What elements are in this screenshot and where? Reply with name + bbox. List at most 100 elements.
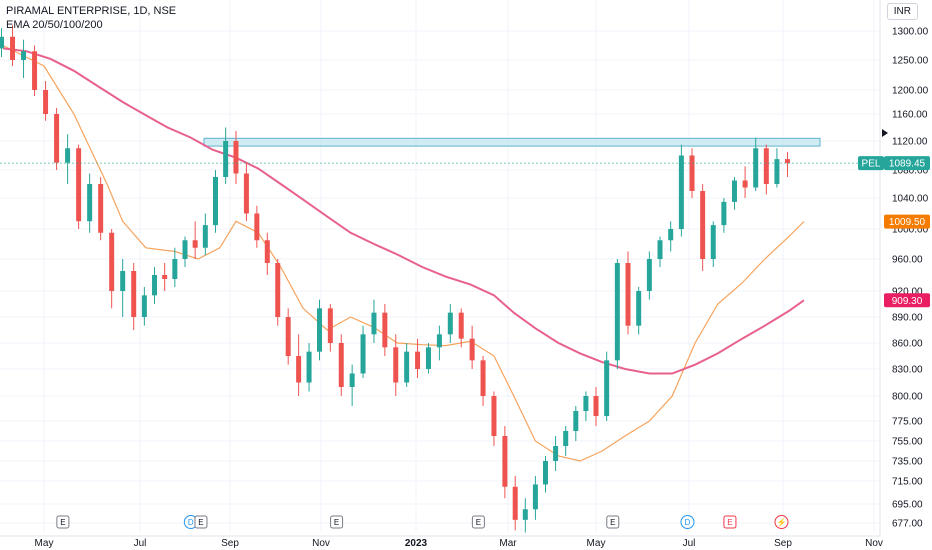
chart-grid [0,0,880,532]
candle-body [522,509,528,520]
event-earnings: E [606,515,620,529]
candle-body [502,436,508,487]
earnings-marker [471,515,485,529]
price-tick-label: 1300.00 [892,27,929,38]
price-tick-label: 715.00 [892,477,923,488]
candle-up [172,247,178,287]
candle-down [415,338,421,378]
candle-body [689,155,695,191]
candle-body [543,461,549,485]
events-layer: E D E E E E D E ⚡ [56,515,789,529]
candle-down [502,426,508,499]
candle-body [317,308,323,352]
candle-body [774,159,780,184]
earnings-label: E [727,518,732,527]
candle-body [382,312,388,348]
indicator-title[interactable]: EMA 20/50/100/200 [6,19,103,31]
candle-down [109,229,115,309]
time-tick-label: May [35,538,54,549]
candle-body [76,148,82,222]
candle-body [393,347,399,383]
resistance-zone-layer [203,137,821,147]
candle-down [512,476,518,531]
candle-body [212,177,218,226]
candle-body [65,148,71,163]
symbol-chip [858,156,884,171]
candle-down [98,177,104,241]
ema-price-badge [884,293,930,308]
event-dividend: D [183,515,198,529]
dividend-marker [680,515,695,529]
price-tick-label: 695.00 [892,500,923,511]
candle-body [285,317,291,356]
dividend-label: D [685,518,691,527]
candle-body [264,240,270,263]
candle-body [131,271,137,317]
earnings-marker [606,515,620,529]
candle-body [425,347,431,369]
candle-down [338,334,344,396]
candle-body [141,295,147,317]
candle-down [689,148,695,198]
candle-body [710,225,716,259]
candle-body [646,259,652,291]
candle-down [162,263,168,291]
candle-up [317,299,323,361]
price-tick-label: 677.00 [892,519,923,530]
price-tick-label: 1120.00 [892,137,928,148]
ema-line-ema-20 [2,44,805,462]
candle-up [774,148,780,188]
chart-legend: PIRAMAL ENTERPRISE, 1D, NSE EMA 20/50/10… [6,4,176,32]
symbol-title[interactable]: PIRAMAL ENTERPRISE, 1D, NSE [6,5,177,17]
candle-body [172,259,178,279]
candle-body [573,411,579,431]
candle-body [360,334,366,374]
candle-up [543,456,549,493]
candle-body [223,141,229,177]
candle-body [296,356,302,383]
candle-down [480,356,486,406]
candle-body [415,351,421,369]
event-earnings: E [194,515,208,529]
candle-body [700,191,706,259]
symbol-chip-label: PEL [862,159,881,170]
price-tick-label: 735.00 [892,457,923,468]
candle-body [98,184,104,233]
candle-body [192,240,198,248]
time-axis: May Jul Sep Nov 2023 Mar May Jul Sep Nov [0,535,883,549]
time-tick-label: May [587,538,606,549]
time-tick-label: Sep [221,538,239,549]
candle-up [563,426,569,456]
time-tick-label: Jul [683,538,696,549]
candle-body [436,334,442,348]
candle-down [192,221,198,259]
candle-body [21,51,27,60]
candle-down [784,151,790,177]
candle-body [109,232,115,291]
candle-up [614,259,620,369]
candle-up [371,299,377,343]
candle-body [10,36,16,60]
candle-body [721,201,727,226]
ema-price-badge [884,214,930,229]
currency-button[interactable]: INR [886,3,918,20]
price-tick-label: 1250.00 [892,56,929,67]
candle-body [480,360,486,396]
candle-up [152,267,158,304]
candle-down [700,184,706,271]
candle-body [731,180,737,202]
candle-up [212,170,218,233]
candle-body [604,360,610,416]
time-tick-label: Jul [134,538,147,549]
ema-layer [2,44,805,462]
candle-up [573,406,579,441]
candle-body [614,263,620,361]
price-tick-label: 1000.00 [892,225,929,236]
candle-up [731,177,737,210]
candle-down [469,325,475,369]
price-tick-label: 1080.00 [892,166,929,177]
resistance-zone [203,137,821,147]
candle-body [87,184,93,222]
price-axis-bg [880,0,932,550]
